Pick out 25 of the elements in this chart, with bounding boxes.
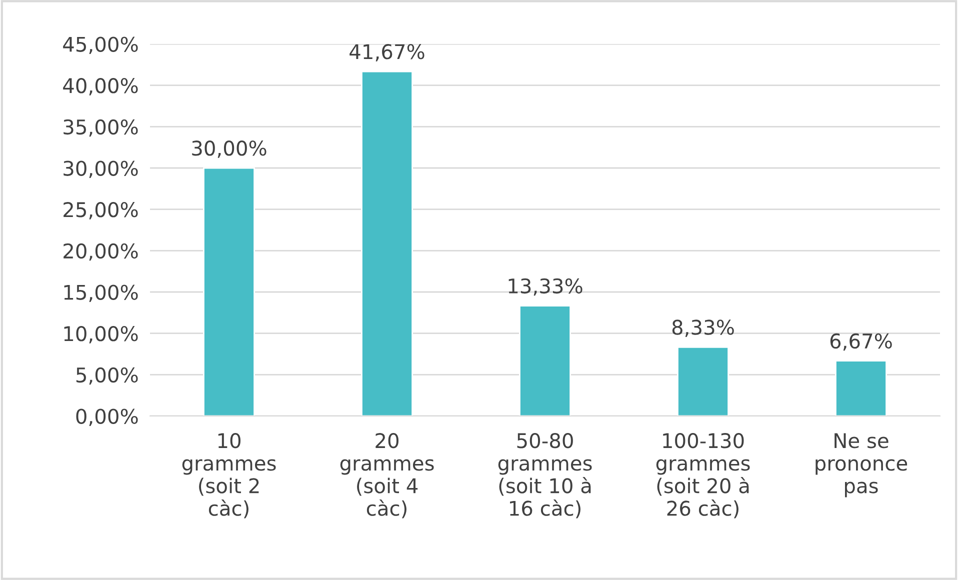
y-tick-label: 35,00% — [64, 119, 138, 137]
y-tick-label: 40,00% — [63, 78, 138, 96]
x-tick-label: 10 grammes (soit 2 càc) — [182, 433, 276, 518]
x-tick-label: Ne se prononce pas — [816, 433, 908, 498]
x-tick-label: 20 grammes (soit 4 càc) — [340, 433, 434, 518]
y-tick-label: 5,00% — [76, 367, 138, 385]
bar — [677, 346, 729, 416]
bar — [519, 305, 571, 416]
y-tick-label: 15,00% — [64, 284, 138, 302]
bar — [835, 360, 887, 416]
y-tick-label: 0,00% — [76, 408, 138, 426]
x-tick-label: 100-130 grammes (soit 20 à 26 càc) — [656, 433, 750, 518]
data-label: 30,00% — [192, 140, 266, 158]
y-tick-label: 45,00% — [63, 36, 138, 54]
bar — [361, 70, 413, 416]
y-tick-label: 30,00% — [64, 160, 138, 178]
y-tick-label: 25,00% — [64, 202, 138, 220]
y-tick-label: 20,00% — [64, 243, 138, 261]
data-label: 13,33% — [508, 278, 582, 296]
x-tick-label: 50-80 grammes (soit 10 à 16 càc) — [498, 433, 592, 518]
bar — [203, 167, 255, 416]
data-label: 41,67% — [350, 44, 424, 62]
data-label: 6,67% — [830, 333, 892, 351]
data-label: 8,33% — [672, 320, 734, 337]
y-tick-label: 10,00% — [64, 326, 138, 344]
